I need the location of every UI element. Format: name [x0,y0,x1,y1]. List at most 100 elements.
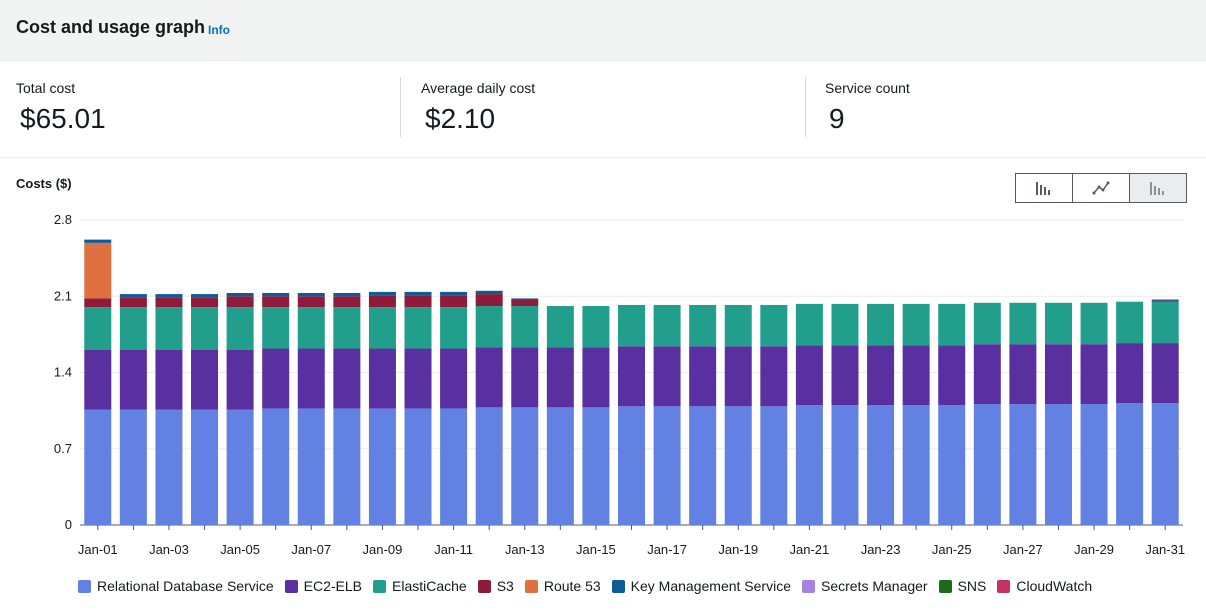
bar-segment [155,409,183,525]
legend-label: ElastiCache [392,578,467,594]
bar-segment [119,307,147,350]
legend-item[interactable]: S3 [477,578,514,594]
bar-segment [84,242,112,299]
bar-segment [724,304,752,347]
bar-segment [511,347,539,408]
bar-segment [618,406,645,525]
page-title: Cost and usage graph [16,17,206,37]
bar-segment [1151,343,1179,403]
bar-segment [1151,300,1179,302]
bar-segment [1044,344,1072,405]
bar-segment [475,306,503,348]
bar-segment [262,348,290,409]
bar-segment [867,345,895,406]
x-tick-label: Jan-13 [505,542,545,557]
bar-segment [831,303,859,346]
legend-item[interactable]: ElastiCache [373,578,467,594]
bar-segment [84,349,112,410]
bar-segment [760,346,788,407]
bar-segment [1116,343,1144,403]
x-tick-label: Jan-23 [861,542,901,557]
bar-segment [760,304,788,347]
stacked-bar-chart-button[interactable] [1130,174,1186,202]
bar-segment [475,347,503,408]
legend-label: EC2-ELB [303,578,363,594]
chart-type-toggle [1015,173,1187,203]
bar-segment [795,345,823,406]
bar-segment [546,347,574,408]
bar-segment [368,291,396,296]
summary-metrics: Total cost $65.01 Average daily cost $2.… [0,61,1206,158]
bar-segment [440,295,468,308]
legend-item[interactable]: Relational Database Service [78,578,274,594]
bar-segment [973,404,1001,525]
bar-chart-icon [1036,182,1050,195]
info-link[interactable]: Info [208,23,230,37]
bar-segment [333,348,361,409]
x-tick-label: Jan-09 [363,542,403,557]
metric-value: $65.01 [20,103,106,134]
bar-segment [511,298,539,300]
legend-swatch [997,579,1011,593]
line-chart-button[interactable] [1073,174,1130,202]
bar-segment [262,408,290,525]
x-tick-label: Jan-19 [718,542,758,557]
bar-segment [191,307,219,350]
x-tick-label: Jan-03 [149,542,189,557]
y-tick-label: 2.8 [54,212,72,227]
bar-segment [653,304,681,347]
bar-segment [1151,301,1179,344]
costs-axis-label: Costs ($) [16,176,72,191]
legend-item[interactable]: Secrets Manager [801,578,928,594]
bar-segment [226,307,254,350]
metric-label: Service count [825,80,910,96]
legend-swatch [284,579,298,593]
bar-segment [333,296,361,308]
bar-segment [973,302,1001,345]
bar-segment [1009,302,1037,345]
bar-segment [902,303,930,346]
bar-segment [84,298,112,308]
bar-segment [689,406,717,525]
bar-segment [511,299,539,307]
chart-legend: Relational Database Service EC2-ELB Elasti… [78,578,1103,594]
bar-segment [440,307,468,349]
bar-segment [297,296,325,308]
bar-segment [119,297,147,308]
bar-segment [1080,302,1108,345]
bar-segment [155,349,183,410]
bar-segment [119,349,147,410]
bar-segment [297,408,325,525]
bar-segment [831,345,859,406]
metric-divider [400,77,401,137]
bar-segment [546,306,574,348]
legend-item[interactable]: SNS [938,578,987,594]
y-tick-label: 2.1 [54,288,72,303]
bar-segment [404,307,432,349]
bar-chart-button[interactable] [1016,174,1073,202]
bar-segment [297,307,325,349]
legend-label: SNS [957,578,987,594]
legend-label: S3 [496,578,514,594]
legend-item[interactable]: CloudWatch [997,578,1092,594]
x-tick-label: Jan-11 [434,542,473,557]
bar-segment [155,307,183,350]
legend-label: Secrets Manager [820,578,928,594]
bar-segment [191,297,219,308]
bar-segment [368,295,396,308]
bar-segment [724,406,752,525]
x-tick-label: Jan-21 [790,542,830,557]
bar-segment [226,349,254,410]
bar-segment [119,409,147,525]
legend-item[interactable]: Key Management Service [611,578,791,594]
bar-segment [155,297,183,308]
legend-label: CloudWatch [1016,578,1093,594]
legend-item[interactable]: EC2-ELB [284,578,363,594]
bar-segment [938,345,966,406]
bar-segment [1080,404,1108,525]
legend-item[interactable]: Route 53 [524,578,601,594]
bar-segment [867,405,895,525]
bar-segment [511,407,539,525]
bar-segment [404,348,432,409]
bar-segment [368,348,396,409]
